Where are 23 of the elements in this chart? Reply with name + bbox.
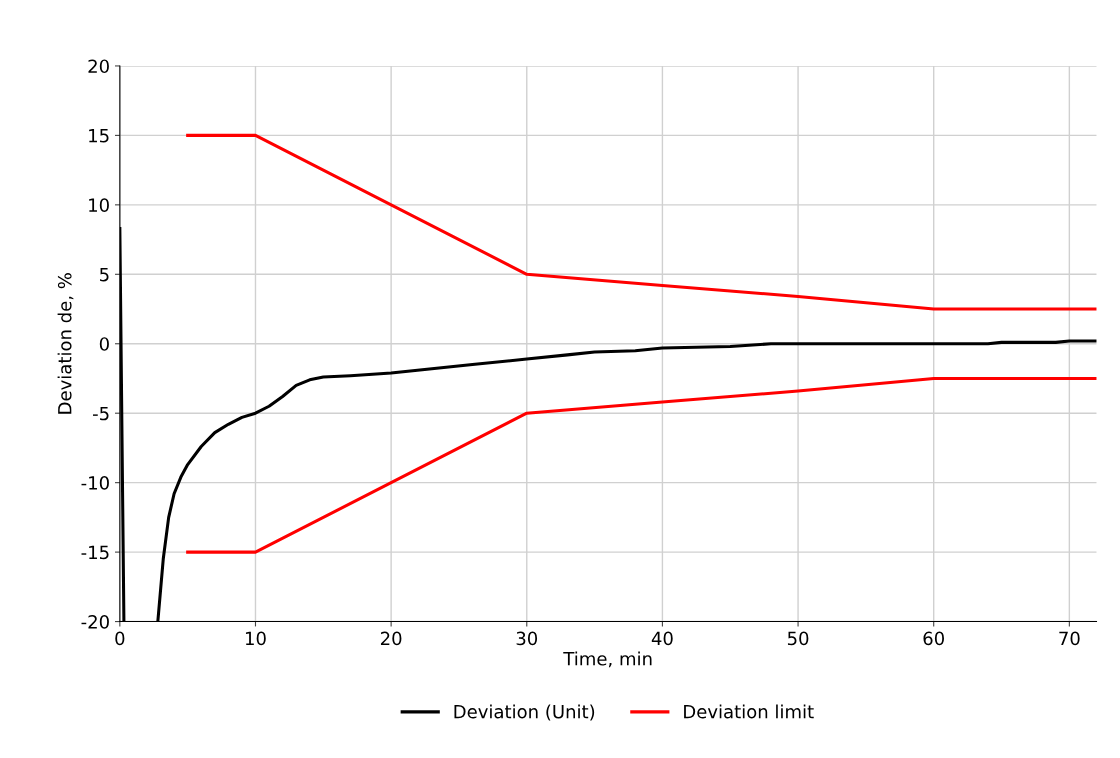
x-tick-label: 70 (1059, 631, 1080, 646)
legend-label: Deviation limit (684, 704, 814, 719)
y-tick-label: 20 (88, 59, 109, 74)
y-tick-label: 10 (89, 198, 109, 212)
x-tick-label: 50 (787, 631, 809, 646)
y-tick-label: 0 (99, 337, 109, 351)
line-series (186, 133, 1097, 311)
y-tick-label: -10 (81, 476, 109, 490)
x-axis-title: Time, min (563, 651, 652, 668)
x-tick-label: 30 (516, 631, 538, 646)
x-tick-label: 60 (923, 631, 944, 646)
y-axis-title: Deviation de, % (57, 273, 74, 414)
x-tick-label: 40 (651, 631, 673, 646)
x-tick-label: 20 (380, 631, 402, 646)
y-tick-label: -15 (81, 545, 109, 560)
y-tick-label: -20 (81, 615, 109, 629)
x-tick-label: 10 (245, 631, 266, 646)
x-tick-label: 0 (115, 631, 125, 646)
y-tick-label: 5 (100, 268, 109, 282)
legend-label: Deviation (Unit) (454, 704, 595, 721)
line-series (186, 376, 1097, 554)
y-tick-label: -5 (93, 406, 109, 421)
y-tick-label: 15 (89, 129, 109, 143)
